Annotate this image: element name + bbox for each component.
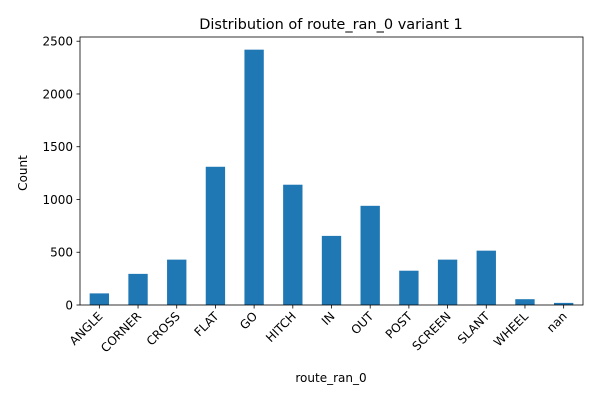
bar-flat <box>205 166 226 305</box>
y-tick-label: 2000 <box>42 87 73 101</box>
bar-corner <box>128 273 148 305</box>
x-tick-label: OUT <box>348 309 376 337</box>
x-tick-label: SLANT <box>455 309 493 347</box>
bar-post <box>399 270 419 305</box>
x-tick-label: IN <box>319 309 338 328</box>
bar-nan <box>553 302 574 305</box>
bars-group <box>89 49 574 305</box>
y-tick-label: 500 <box>50 246 73 260</box>
x-tick-label: POST <box>383 309 416 342</box>
bar-go <box>244 49 264 305</box>
bar-screen <box>437 259 458 305</box>
x-tick-label: WHEEL <box>491 309 531 349</box>
x-tick-label: CROSS <box>144 309 183 348</box>
bar-wheel <box>515 299 535 305</box>
bar-angle <box>89 293 110 305</box>
x-tick-label: FLAT <box>192 309 223 340</box>
x-tick-label: SCREEN <box>410 309 454 353</box>
bar-in <box>321 235 342 305</box>
y-tick-label: 1500 <box>42 140 73 154</box>
plot-frame <box>79 36 584 306</box>
y-axis-title: Count <box>16 155 30 191</box>
x-tick-label: ANGLE <box>67 309 106 348</box>
bar-cross <box>167 259 187 305</box>
x-axis-title: route_ran_0 <box>295 371 366 385</box>
y-tick-label: 0 <box>65 299 73 313</box>
y-tick-label: 2500 <box>42 35 73 49</box>
y-tick-label: 1000 <box>42 193 73 207</box>
x-tick-label: CORNER <box>98 309 144 355</box>
x-tick-label: nan <box>544 309 570 335</box>
x-tick-label: GO <box>237 309 260 332</box>
chart-title: Distribution of route_ran_0 variant 1 <box>199 17 463 33</box>
bar-slant <box>476 250 496 305</box>
bar-hitch <box>283 184 303 305</box>
y-axis: 0 500 1000 1500 2000 2500 <box>42 35 80 313</box>
x-tick-label: HITCH <box>263 309 299 345</box>
bar-out <box>360 205 380 305</box>
